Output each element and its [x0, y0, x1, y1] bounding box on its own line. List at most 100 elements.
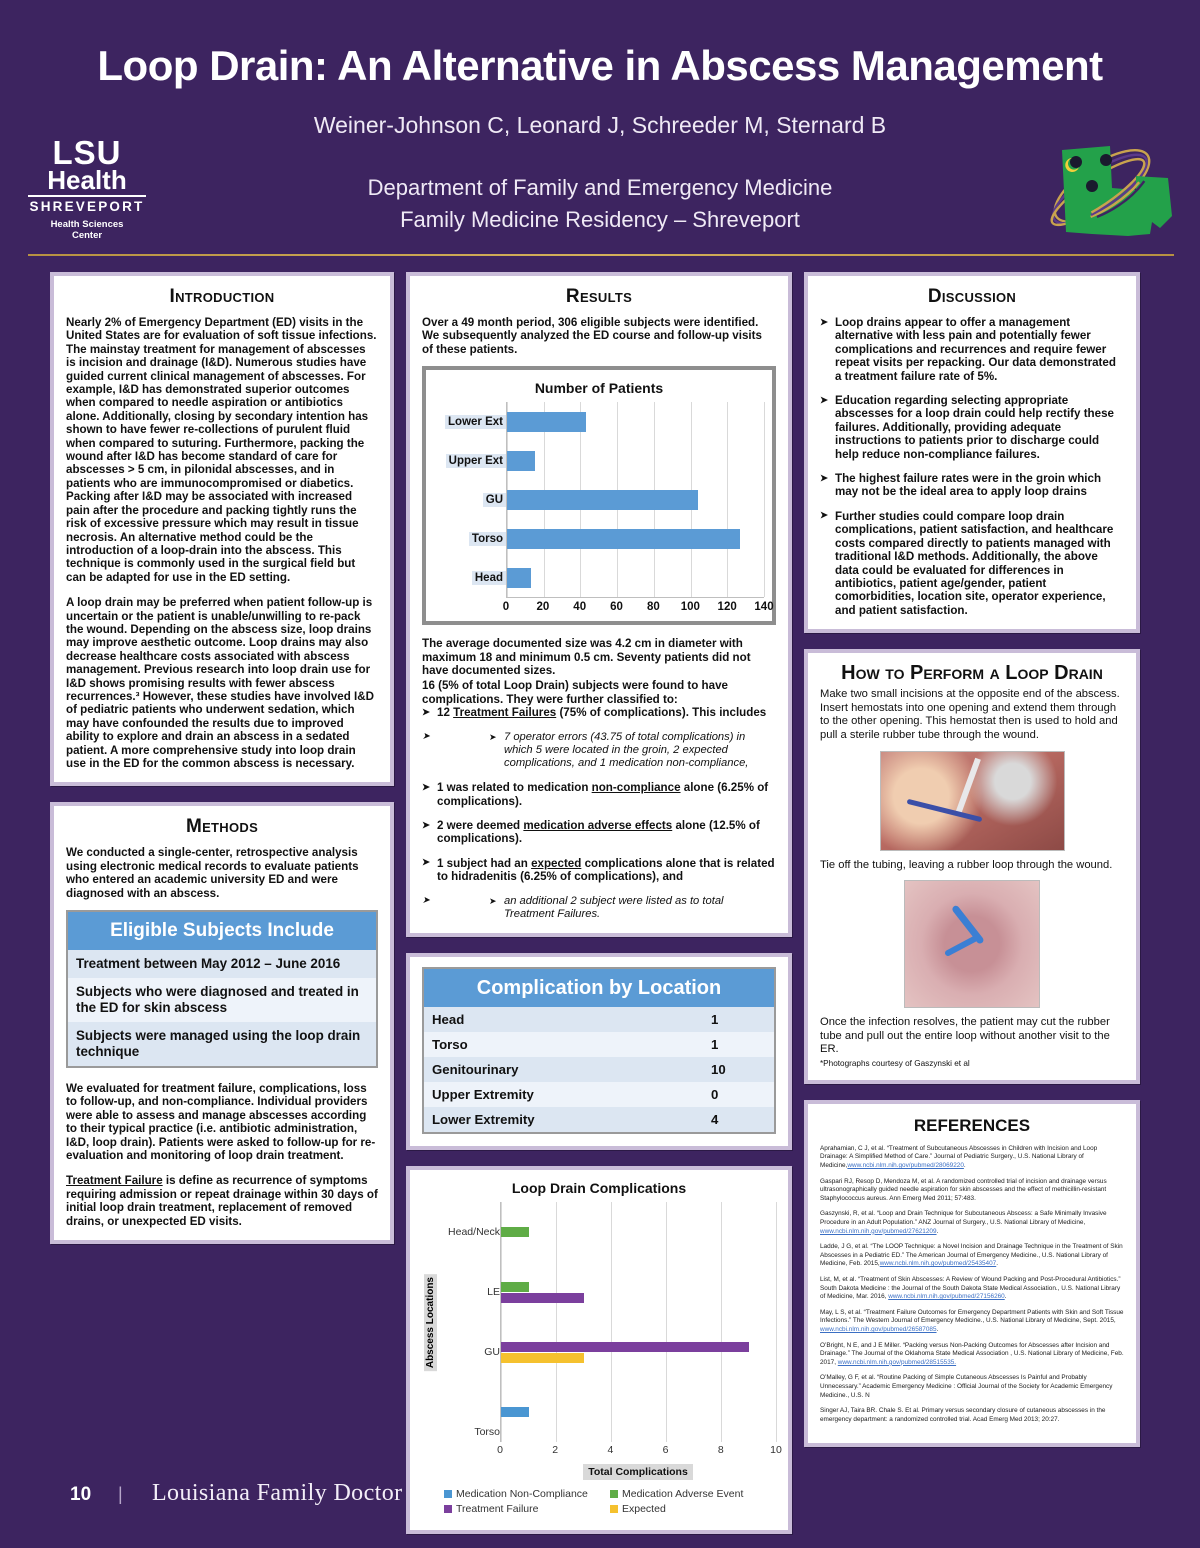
chart2-x-tick: 4 — [607, 1444, 614, 1457]
table-row: Head 1 — [423, 1007, 775, 1033]
chart2-plot-area — [500, 1202, 777, 1443]
discussion-bullets: Loop drains appear to offer a management… — [820, 315, 1124, 617]
complication-location: Head — [423, 1007, 703, 1033]
lsu-health-logo: LSU Health SHREVEPORT Health Sciences Cen… — [22, 134, 152, 241]
howto-title: How to Perform a Loop Drain — [841, 662, 1103, 685]
chart2-category-labels: Head/Neck LE GU Torso — [438, 1202, 500, 1442]
complication-location: Upper Extremity — [423, 1082, 703, 1108]
logo-lsu-text: LSU — [52, 134, 122, 171]
chart2-gridlines — [501, 1202, 777, 1443]
chart2-x-axis: 0 2 4 6 8 10 — [497, 1442, 782, 1460]
department-line-1: Department of Family and Emergency Medic… — [367, 175, 833, 200]
chart1-category-label: Torso — [434, 519, 506, 558]
reference-link[interactable]: www.ncbi.nlm.nih.gov/pubmed/27156260 — [888, 1293, 1005, 1301]
complication-table-header: Complication by Location — [423, 968, 775, 1008]
table-row: Lower Extremity 4 — [423, 1107, 775, 1134]
reference-entry: O’Bright, N E, and J E Miller. “Packing … — [820, 1341, 1124, 1366]
results-title: Results — [565, 286, 633, 307]
table-row: Upper Extremity 0 — [423, 1082, 775, 1108]
list-item: Education regarding selecting appropriat… — [820, 394, 1124, 461]
chart2-x-tick: 6 — [662, 1444, 669, 1457]
chart1-category-label: GU — [434, 480, 506, 519]
reference-entry: Ladde, J G, et al. “The LOOP Technique: … — [820, 1243, 1123, 1268]
reference-entry: Gaspari RJ, Resop D, Mendoza M, et al. A… — [820, 1177, 1107, 1202]
chart2-bar — [501, 1341, 749, 1352]
eligible-subjects-table: Eligible Subjects Include Treatment betw… — [66, 910, 378, 1069]
chart1-bar-row — [507, 558, 764, 597]
right-column: Discussion Loop drains appear to offer a… — [804, 272, 1140, 1534]
rubber-loop-photo — [904, 880, 1040, 1009]
results-intro: Over a 49 month period, 306 eligible sub… — [422, 316, 776, 356]
legend-swatch — [444, 1490, 452, 1499]
chart2-bar-group — [501, 1262, 776, 1322]
chart2-body: Abscess Locations Head/Neck LE GU Torso — [422, 1202, 777, 1443]
references-list: Aprahamian, C J, et al. “Treatment of Su… — [820, 1145, 1124, 1424]
table-row: Subjects were managed using the loop dra… — [67, 1022, 377, 1068]
logo-health-text: Health — [47, 165, 127, 195]
chart1-category-label: Lower Ext — [434, 402, 506, 441]
chart1-x-tick: 80 — [647, 601, 660, 614]
reference-link[interactable]: www.ncbi.nlm.nih.gov/pubmed/28515535. — [837, 1358, 957, 1366]
reference-entry: Singer AJ, Taira BR. Chale S. Et al. Pri… — [820, 1407, 1106, 1423]
reference-link[interactable]: www.ncbi.nlm.nih.gov/pubmed/27621209 — [820, 1227, 937, 1235]
list-item: Further studies could compare loop drain… — [820, 509, 1124, 617]
introduction-paragraph-2: A loop drain may be preferred when patie… — [66, 596, 375, 770]
complication-count: 0 — [703, 1082, 775, 1108]
chart1-bar-row — [507, 480, 764, 519]
methods-panel: Methods We conducted a single-center, re… — [50, 802, 394, 1245]
results-complications-lead-text: 16 (5% of total Loop Drain) subjects wer… — [422, 679, 728, 706]
sub-list: 7 operator errors (43.75 of total compli… — [422, 730, 776, 771]
introduction-title: Introduction — [169, 286, 275, 307]
reference-link[interactable]: www.ncbi.nlm.nih.gov/pubmed/28069220 — [847, 1162, 964, 1170]
chart2-x-axis-label: Total Complications — [500, 1462, 776, 1481]
howto-step-3: Once the infection resolves, the patient… — [820, 1016, 1110, 1056]
hemostat-photo — [879, 750, 1065, 851]
reference-entry: Gaszynski, R, et al. “Loop and Drain Tec… — [820, 1210, 1107, 1235]
chart2-legend-item: Treatment Failure — [444, 1503, 610, 1515]
list-item: 2 were deemed medication adverse effects… — [422, 819, 776, 846]
results-size-text: The average documented size was 4.2 cm i… — [422, 637, 776, 677]
poster-footer: 10 | Louisiana Family Doctor — [0, 1456, 1200, 1548]
reference-link[interactable]: www.ncbi.nlm.nih.gov/pubmed/25435407 — [879, 1260, 997, 1268]
chart2-bar — [501, 1407, 529, 1418]
chart1-bar — [507, 528, 741, 549]
chart2-x-tick: 10 — [770, 1444, 782, 1457]
references-panel: REFERENCES Aprahamian, C J, et al. “Trea… — [804, 1099, 1140, 1448]
complication-count: 1 — [703, 1007, 775, 1033]
chart1-bar-row — [507, 402, 764, 441]
chart1-bar — [507, 567, 531, 588]
chart2-category-label: Head/Neck — [448, 1226, 500, 1239]
logo-divider — [28, 195, 146, 197]
chart2-legend: Medication Non-Compliance Medication Adve… — [444, 1488, 776, 1518]
chart1-x-tick: 120 — [717, 601, 737, 614]
legend-label: Medication Non-Compliance — [456, 1488, 588, 1501]
list-item: The highest failure rates were in the gr… — [820, 472, 1124, 499]
treatment-failure-definition: is define as recurrence of symptoms requ… — [66, 1174, 378, 1228]
sub-list-item: an additional 2 subject were listed as t… — [489, 895, 776, 921]
introduction-panel: Introduction Nearly 2% of Emergency Depa… — [50, 272, 394, 787]
reference-link[interactable]: www.ncbi.nlm.nih.gov/pubmed/26587085 — [820, 1325, 937, 1333]
table-row: Genitourinary 10 — [423, 1057, 775, 1083]
chart1-x-tick: 60 — [610, 601, 623, 614]
chart2-bar-group — [501, 1322, 776, 1382]
list-item: 1 subject had an expected complications … — [422, 856, 776, 884]
howto-step-2: Tie off the tubing, leaving a rubber loo… — [820, 858, 1113, 871]
methods-outro-2: Treatment Failure is define as recurrenc… — [66, 1174, 378, 1228]
chart1-bar — [507, 411, 586, 432]
chart1-x-tick: 0 — [502, 601, 510, 614]
sub-list: an additional 2 subject were listed as t… — [422, 894, 776, 921]
loop-drain-complications-panel: Loop Drain Complications Abscess Locatio… — [406, 1166, 792, 1535]
chart2-bar-group — [501, 1202, 776, 1262]
left-margin-strip — [0, 1456, 50, 1548]
list-item: 1 was related to medication non-complian… — [422, 781, 776, 808]
chart2-category-label: LE — [487, 1286, 500, 1299]
chart1-x-tick: 40 — [573, 601, 587, 614]
methods-intro-text: We conducted a single-center, retrospect… — [66, 846, 359, 900]
results-intro-text: Over a 49 month period, 306 eligible sub… — [422, 316, 762, 356]
chart2-legend-item: Medication Adverse Event — [610, 1488, 776, 1500]
chart2-bar — [501, 1352, 584, 1363]
louisiana-state-icon — [1050, 145, 1172, 236]
treatment-failure-term: Treatment Failure — [66, 1174, 163, 1188]
chart2-category-label: Torso — [474, 1426, 500, 1439]
results-complications-lead: 16 (5% of total Loop Drain) subjects wer… — [422, 679, 776, 706]
